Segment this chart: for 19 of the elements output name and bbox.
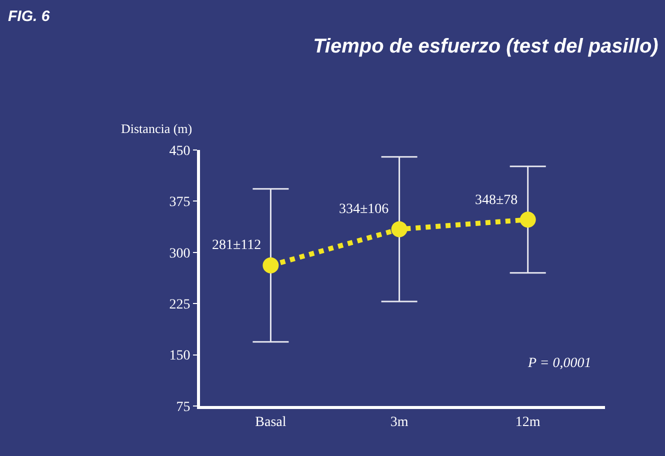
chart-title: Tiempo de esfuerzo (test del pasillo) [313, 36, 659, 58]
point [391, 221, 408, 238]
y-tick-label: 375 [169, 195, 190, 210]
point [262, 257, 279, 274]
y-axis-title: Distancia (m) [121, 121, 192, 136]
x-tick-label: 12m [515, 414, 540, 430]
data-label: 348±78 [475, 193, 518, 208]
data-label: 281±112 [212, 238, 262, 253]
x-tick-label: Basal [255, 414, 286, 430]
caption: FIG. 6 [8, 8, 50, 25]
y-tick-label: 300 [169, 246, 190, 262]
y-tick-label: 225 [169, 298, 190, 312]
point [520, 212, 536, 228]
data-label: 334±106 [339, 202, 389, 217]
y-tick-label: 75 [176, 400, 190, 415]
x-tick-label: 3m [390, 414, 408, 430]
annotation: P = 0,0001 [527, 356, 592, 371]
y-tick-label: 450 [169, 144, 190, 159]
y-tick-label: 150 [169, 348, 190, 364]
